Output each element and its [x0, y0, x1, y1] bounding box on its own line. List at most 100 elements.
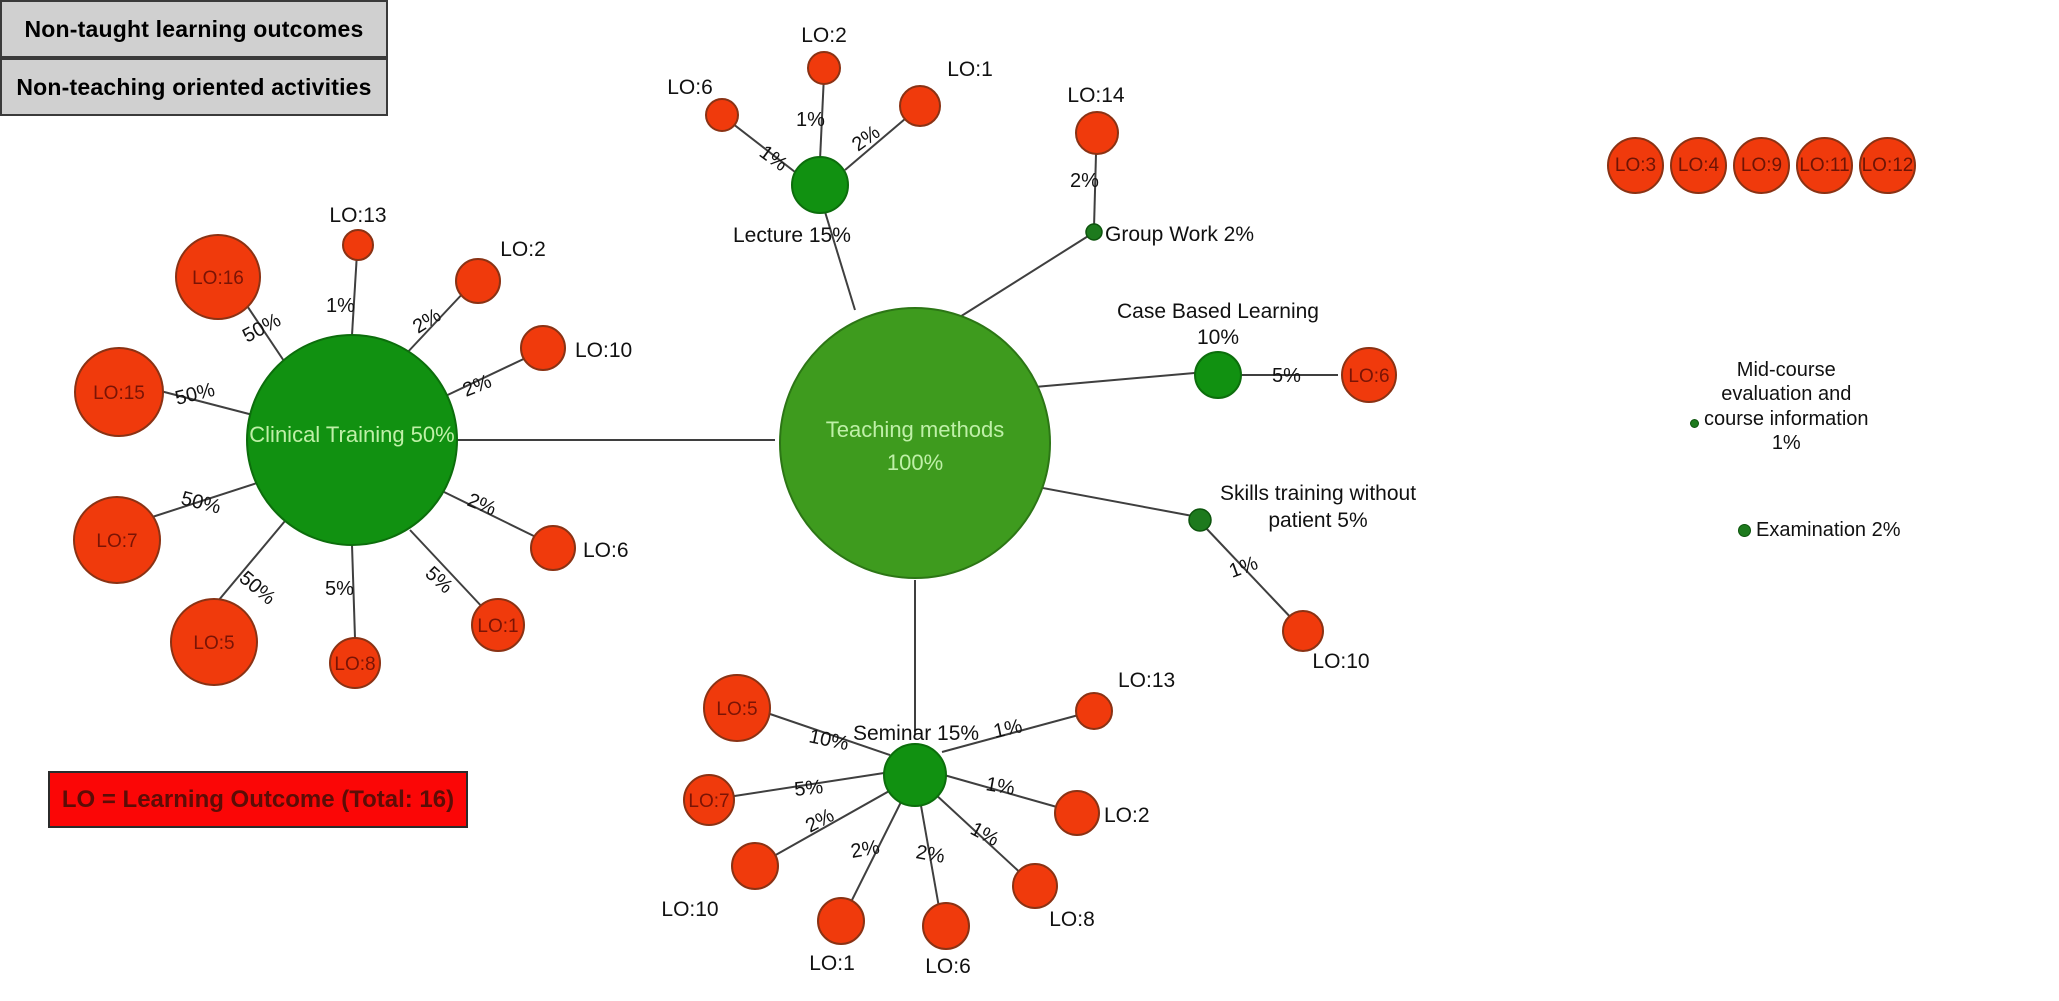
node-lo-ct-lo15[interactable]: LO:15: [74, 347, 164, 437]
node-label-ct-lo2: LO:2: [500, 238, 546, 261]
edge-skl-lo10: [1204, 526, 1296, 623]
node-lo-ct-lo2[interactable]: [455, 258, 501, 304]
node-label-ct-lo5: LO:5: [193, 633, 234, 654]
legend-midcourse-line2: evaluation and: [1721, 383, 1852, 406]
node-lo-sem-lo1[interactable]: [817, 897, 865, 945]
node-lo-ct-lo16[interactable]: LO:16: [175, 234, 261, 320]
legend-midcourse-text: Mid-course evaluation and course informa…: [1704, 358, 1869, 456]
edge-label-lec-lo1: 2%: [848, 121, 884, 156]
node-skills-training[interactable]: [1188, 508, 1212, 532]
node-label-lec-lo6: LO:6: [667, 76, 713, 99]
legend-chip-lo11[interactable]: LO:11: [1796, 137, 1853, 194]
node-group-work[interactable]: [1085, 223, 1103, 241]
node-label-ct-lo8: LO:8: [334, 654, 375, 675]
edge-label-ct-lo16: 50%: [239, 309, 285, 347]
node-lo-cbl-lo6[interactable]: LO:6: [1341, 347, 1397, 403]
legend-chip-lo9[interactable]: LO:9: [1733, 137, 1790, 194]
node-label-teaching-methods-line2: 100%: [887, 450, 943, 475]
edge-label-skl-lo10: 1%: [1226, 552, 1261, 583]
node-label-sem-lo5: LO:5: [716, 699, 757, 720]
node-lo-lec-lo1[interactable]: [899, 85, 941, 127]
node-label-teaching-methods-line1: Teaching methods: [826, 417, 1005, 442]
node-lo-skl-lo10[interactable]: [1282, 610, 1324, 652]
legend-examination-item[interactable]: Examination 2%: [1738, 518, 1901, 542]
node-lo-sem-lo5[interactable]: LO:5: [703, 674, 771, 742]
edge-label-ct-lo1: 5%: [421, 562, 457, 598]
edge-sem-lo1: [846, 797, 904, 911]
node-label-cbl-line2: 10%: [1197, 326, 1239, 349]
node-lo-ct-lo6[interactable]: [530, 525, 576, 571]
node-lo-sem-lo6[interactable]: [922, 902, 970, 950]
node-lo-ct-lo8[interactable]: LO:8: [329, 637, 381, 689]
node-label-ct-lo16: LO:16: [192, 268, 244, 289]
node-label-cbl-lo6: LO:6: [1348, 366, 1389, 387]
node-lo-ct-lo10[interactable]: [520, 325, 566, 371]
edge-lec-lo6: [727, 119, 796, 173]
edge-layer: [142, 74, 1338, 914]
edge-label-ct-lo8: 5%: [325, 578, 354, 600]
node-label-ct-lo1: LO:1: [477, 616, 518, 637]
edge-sem-lo8: [933, 792, 1027, 879]
node-lo-ct-lo13[interactable]: [342, 229, 374, 261]
node-case-based-learning[interactable]: [1194, 351, 1242, 399]
node-lo-sem-lo10[interactable]: [731, 842, 779, 890]
legend-midcourse-line1: Mid-course: [1736, 359, 1836, 381]
edge-ct-lo7: [142, 482, 258, 521]
edge-label-ct-lo2: 2%: [409, 304, 445, 338]
node-label-sem-lo2: LO:2: [1104, 804, 1150, 827]
edge-ct-lo13: [351, 252, 358, 336]
edge-ct-lo10: [436, 354, 533, 401]
edge-ct-lo6: [439, 489, 543, 541]
node-label-sem-lo13: LO:13: [1118, 669, 1175, 692]
legend-chip-lo9-label: LO:9: [1740, 154, 1783, 176]
node-lo-sem-lo2[interactable]: [1054, 790, 1100, 836]
node-label-ct-lo15: LO:15: [93, 383, 145, 404]
node-label-sem-lo6: LO:6: [925, 955, 971, 978]
legend-chip-lo3-label: LO:3: [1614, 154, 1657, 176]
edge-label-sem-lo6: 2%: [914, 841, 947, 868]
legend-chip-lo12[interactable]: LO:12: [1859, 137, 1916, 194]
legend-nontaught-header: Non-taught learning outcomes: [0, 0, 388, 58]
node-label-gw-lo14: LO:14: [1067, 84, 1125, 107]
edge-sem-lo2: [943, 774, 1065, 810]
legend-chip-lo4[interactable]: LO:4: [1670, 137, 1727, 194]
node-label-sem-lo8: LO:8: [1049, 908, 1095, 931]
edge-label-lec-lo2: 1%: [796, 109, 825, 131]
node-lo-lec-lo2[interactable]: [807, 51, 841, 85]
node-lo-gw-lo14[interactable]: [1075, 111, 1119, 155]
green-dot-icon: [1690, 419, 1699, 429]
node-label-sem-lo10: LO:10: [661, 898, 718, 921]
node-lo-lec-lo6[interactable]: [705, 98, 739, 132]
node-seminar[interactable]: [883, 743, 947, 807]
edge-label-ct-lo15: 50%: [173, 379, 217, 410]
node-lo-sem-lo13[interactable]: [1075, 692, 1113, 730]
node-lecture[interactable]: [791, 156, 849, 214]
node-label-ct-lo6: LO:6: [583, 539, 629, 562]
node-label-ct-lo7: LO:7: [96, 531, 137, 552]
node-clinical-training[interactable]: Clinical Training 50%: [246, 334, 458, 546]
node-lo-ct-lo5[interactable]: LO:5: [170, 598, 258, 686]
node-lo-ct-lo7[interactable]: LO:7: [73, 496, 161, 584]
legend-midcourse-item[interactable]: Mid-course evaluation and course informa…: [1690, 358, 1930, 456]
node-label-skills-line2: patient 5%: [1268, 509, 1367, 532]
node-lo-sem-lo7[interactable]: LO:7: [683, 774, 735, 826]
green-dot-icon-2: [1738, 523, 1751, 537]
legend-nonteaching-header: Non-teaching oriented activities: [0, 58, 388, 116]
edge-sem-lo6: [919, 799, 941, 914]
node-label-lec-lo2: LO:2: [801, 24, 847, 47]
node-lo-ct-lo1[interactable]: LO:1: [471, 598, 525, 652]
edge-sem-lo13: [941, 712, 1087, 753]
node-label-sem-lo1: LO:1: [809, 952, 855, 975]
edge-label-sem-lo10: 2%: [802, 804, 838, 837]
legend-chip-lo3[interactable]: LO:3: [1607, 137, 1664, 194]
edge-label-sem-lo7: 5%: [793, 776, 824, 801]
edge-root-lecture: [821, 201, 856, 311]
edge-root-groupwork: [954, 232, 1094, 321]
edge-label-sem-lo8: 1%: [967, 818, 1003, 851]
node-label-skills-line1: Skills training without: [1220, 482, 1416, 505]
node-teaching-methods[interactable]: Teaching methods 100%: [779, 307, 1051, 579]
edge-lec-lo2: [819, 74, 825, 161]
node-lo-sem-lo8[interactable]: [1012, 863, 1058, 909]
